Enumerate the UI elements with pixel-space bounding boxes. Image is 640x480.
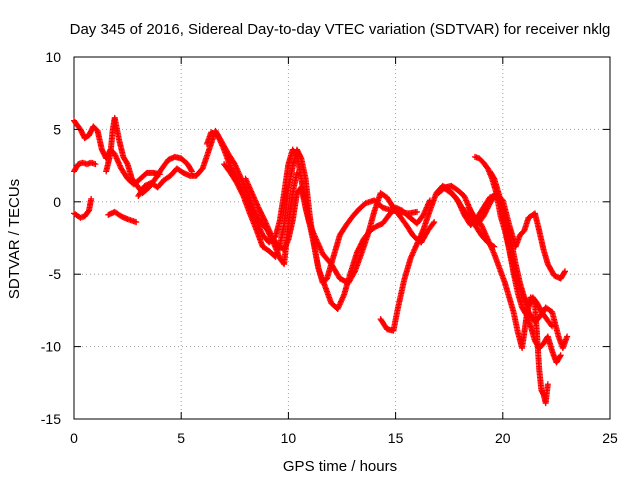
series-track-15 — [441, 185, 568, 282]
x-axis: 0 5 10 15 20 25 — [70, 57, 618, 446]
series-track-4 — [105, 208, 140, 226]
series-track-7 — [203, 129, 421, 286]
x-tick-label: 15 — [388, 430, 404, 446]
data-point — [430, 220, 437, 227]
data-point — [544, 381, 551, 388]
data-point — [548, 322, 555, 329]
x-tick-label: 10 — [281, 430, 297, 446]
data-point — [556, 353, 563, 360]
x-tick-label: 25 — [602, 430, 618, 446]
data-point — [431, 219, 438, 226]
data-point — [88, 195, 95, 202]
plot-border — [73, 56, 611, 420]
chart-title: Day 345 of 2016, Sidereal Day-to-day VTE… — [70, 21, 611, 38]
y-axis: -15 -10 -5 0 5 10 — [41, 49, 610, 427]
y-tick-label: 0 — [53, 194, 61, 210]
y-tick-label: -15 — [41, 411, 61, 427]
x-tick-label: 5 — [177, 430, 185, 446]
data-point — [188, 167, 195, 174]
data-point — [564, 333, 571, 340]
series-track-6 — [135, 127, 300, 268]
data-point — [549, 323, 556, 330]
data-point — [133, 219, 140, 226]
data-point — [557, 352, 564, 359]
y-tick-label: 5 — [53, 121, 61, 137]
series-track-9 — [242, 175, 438, 286]
data-point — [351, 269, 358, 276]
y-axis-label: SDTVAR / TECUs — [6, 179, 23, 299]
series-track-14 — [465, 204, 551, 407]
series-track-3 — [71, 195, 95, 221]
y-tick-label: 10 — [45, 49, 61, 65]
data-point — [561, 269, 568, 276]
y-tick-label: -5 — [49, 266, 62, 282]
data-point — [531, 299, 538, 306]
y-tick-label: -10 — [41, 339, 61, 355]
x-axis-label: GPS time / hours — [283, 458, 397, 475]
series-track-5 — [103, 114, 195, 197]
data-point — [490, 174, 497, 181]
data-point — [123, 159, 130, 166]
data-point — [92, 161, 99, 168]
data-point — [414, 208, 421, 215]
data-series — [71, 114, 571, 407]
x-tick-label: 0 — [70, 430, 78, 446]
data-point — [561, 268, 568, 275]
plot-frame — [73, 56, 611, 420]
x-tick-label: 20 — [495, 430, 511, 446]
series-track-2 — [71, 159, 99, 175]
grid — [74, 57, 610, 419]
